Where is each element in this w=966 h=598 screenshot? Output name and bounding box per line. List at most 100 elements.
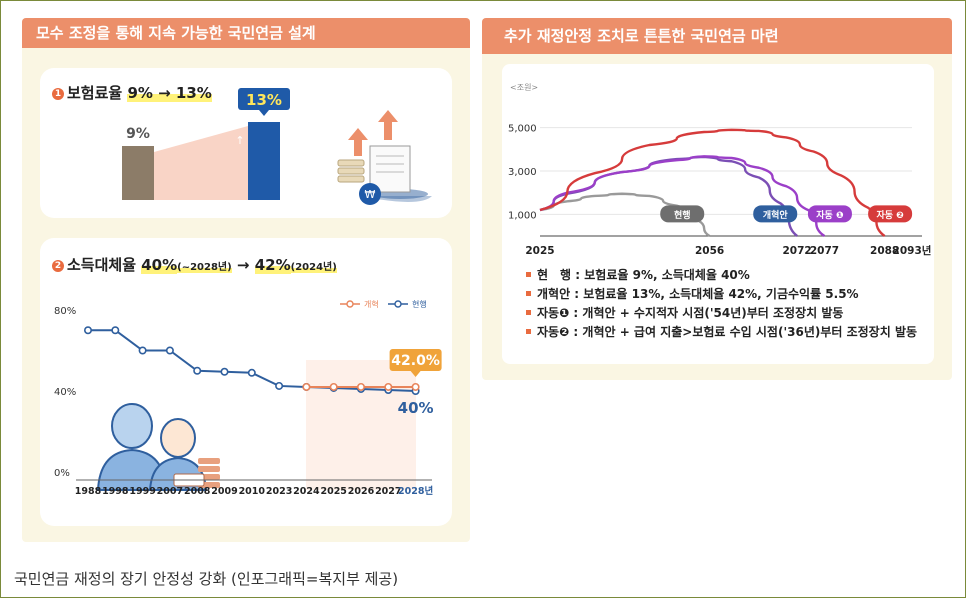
series-tag-label: 현행 [674, 209, 691, 221]
data-point [384, 382, 393, 391]
section-number-2: 2 [52, 260, 64, 272]
x-tick-label: 1999 [129, 486, 155, 497]
x-tick-label: 2088 [870, 245, 899, 257]
callout-box [238, 88, 290, 110]
replacement-title-value2: 42% [254, 256, 291, 274]
fund-projection-card: <조원> 1,000 3,000 5,000 2025 2056 2072 2077 2088 2… [502, 64, 934, 364]
section-number-1: 1 [52, 88, 64, 100]
left-panel-header: 모수 조정을 통해 지속 가능한 국민연금 설계 [22, 18, 470, 48]
replacement-title-note1: (~2028년) [177, 262, 232, 273]
x-tick-label: 2025 [525, 245, 554, 257]
x-tick-label: 2025 [320, 486, 346, 497]
data-point [356, 382, 365, 391]
x-tick-label: 1998 [102, 486, 129, 497]
legend-row: 현 행 : 보험료율 9%, 소득대체율 40% [526, 266, 917, 285]
series-tag [807, 205, 852, 223]
bullet-icon [526, 272, 531, 277]
legend-row: 개혁안 : 보험료율 13%, 소득대체율 42%, 기금수익률 5.5% [526, 285, 917, 304]
series-tag-label: 개혁안 [763, 209, 789, 221]
unit-label: <조원> [510, 83, 538, 92]
x-tick-label: 2056 [695, 245, 724, 257]
right-panel: 추가 재정안정 조치로 튼튼한 국민연금 마련 <조원> 1,000 3,000 5,… [482, 18, 952, 380]
legend-label: 현 행 : [537, 268, 585, 282]
bar-value-label: 13% [246, 91, 282, 109]
contribution-rate-title: 1 보험료율 9% → 13% [52, 82, 212, 103]
x-tick-label: 2024 [293, 486, 320, 497]
x-tick-label: 2077 [810, 245, 839, 257]
data-point [138, 346, 147, 355]
series-tag [660, 205, 705, 223]
retiree-couple-illustration [96, 403, 220, 491]
replacement-title-arrow: → [231, 256, 255, 274]
y-tick-label: 0% [54, 468, 70, 479]
series-tag-label: 자동 ❶ [816, 209, 843, 221]
x-tick-label: 2009 [211, 486, 237, 497]
fund-line-auto1 [539, 155, 826, 238]
contribution-rate-chart: ↑ 9% 13% ₩ [122, 88, 432, 205]
savings-illustration: ₩ [337, 110, 432, 205]
legend-desc: 개혁안 + 급여 지출>보험료 수입 시점('36년)부터 조정장치 발동 [582, 325, 918, 339]
data-point [220, 367, 229, 376]
data-point [329, 382, 338, 391]
x-tick-label: 1988 [75, 486, 102, 497]
contribution-rate-card: 1 보험료율 9% → 13% ↑ 9% 13% ₩ [40, 68, 452, 218]
data-point [275, 381, 284, 390]
x-tick-label: 2028년 [398, 485, 433, 497]
y-tick-label: 1,000 [508, 210, 537, 221]
series-tag [868, 205, 913, 223]
x-tick-label: 2007 [157, 486, 183, 497]
scenario-legend: 현 행 : 보험료율 9%, 소득대체율 40% 개혁안 : 보험료율 13%,… [526, 266, 917, 342]
x-tick-label: 2072 [783, 245, 812, 257]
image-caption: 국민연금 재정의 장기 안정성 강화 (인포그래픽=복지부 제공) [14, 570, 399, 588]
up-arrow-icon: ↑ [235, 134, 244, 147]
data-point [111, 326, 120, 335]
bar-value-label: 9% [126, 126, 150, 142]
bullet-icon [526, 310, 531, 315]
legend-marker [346, 300, 354, 308]
reform-period-highlight [306, 360, 416, 490]
legend-desc: 개혁안 + 수지적자 시점('54년)부터 조정장치 발동 [582, 306, 844, 320]
contribution-bar [122, 146, 154, 200]
y-tick-label: 40% [54, 387, 76, 398]
fund-line-auto2 [539, 128, 886, 237]
contribution-title-prefix: 보험료율 [67, 84, 128, 102]
x-tick-label: 2026 [348, 486, 375, 497]
x-tick-label: 2008 [184, 486, 211, 497]
replacement-title-prefix: 소득대체율 [67, 256, 142, 274]
replacement-rate-title: 2 소득대체율 40%(~2028년) → 42%(2024년) [52, 254, 337, 275]
callout-pointer [259, 110, 269, 116]
replacement-rate-chart: 0% 40% 80% 1988 1998 1999 2007 2008 2009 2010 2023… [54, 299, 442, 497]
legend-label: 현행 [412, 299, 427, 309]
x-tick-label: 2010 [239, 486, 266, 497]
legend-row: 자동❷ : 개혁안 + 급여 지출>보험료 수입 시점('36년)부터 조정장치… [526, 323, 917, 342]
replacement-title-value1: 40% [141, 256, 178, 274]
legend-label: 개혁 [364, 299, 379, 309]
legend-label: 자동❶ : [537, 306, 583, 320]
y-tick-label: 5,000 [508, 124, 537, 135]
data-point [302, 382, 311, 391]
replacement-rate-card: 2 소득대체율 40%(~2028년) → 42%(2024년) 0% 40% 80%… [40, 238, 452, 526]
reform-callout-pointer [410, 370, 421, 377]
svg-text:₩: ₩ [365, 188, 376, 201]
x-tick-label: 2093년 [893, 244, 932, 257]
data-point [193, 366, 202, 375]
y-tick-label: 80% [54, 306, 76, 317]
reform-callout-box [389, 348, 442, 371]
data-point [83, 326, 92, 335]
replacement-title-note2: (2024년) [290, 262, 337, 273]
x-tick-label: 2027 [375, 486, 401, 497]
legend-label: 개혁안 : [537, 287, 584, 301]
series-tag-label: 자동 ❷ [876, 209, 903, 221]
left-panel: 모수 조정을 통해 지속 가능한 국민연금 설계 1 보험료율 9% → 13% … [22, 18, 470, 542]
data-point [165, 346, 174, 355]
reform-end-label: 42.0% [391, 353, 440, 369]
current-end-label: 40% [398, 399, 434, 417]
legend-desc: 보험료율 13%, 소득대체율 42%, 기금수익률 5.5% [583, 287, 859, 301]
right-panel-header: 추가 재정안정 조치로 튼튼한 국민연금 마련 [482, 18, 952, 54]
legend-label: 자동❷ : [537, 325, 583, 339]
data-point [247, 368, 256, 377]
increase-wedge [154, 126, 248, 200]
x-tick-label: 2023 [266, 486, 292, 497]
series-tag [753, 205, 798, 223]
